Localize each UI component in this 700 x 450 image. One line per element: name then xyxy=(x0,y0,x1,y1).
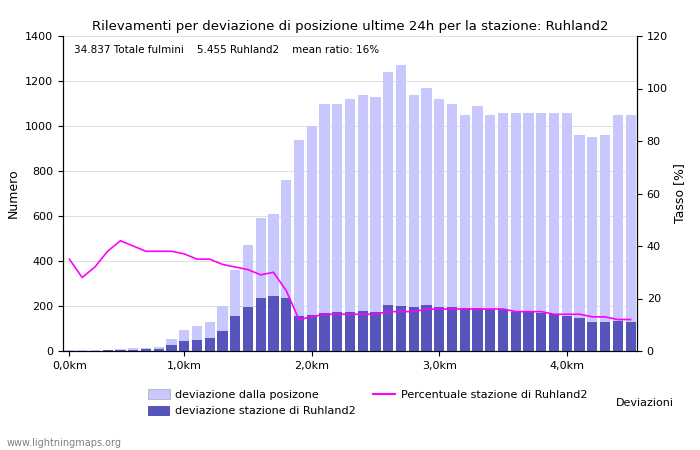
Bar xyxy=(498,310,508,351)
Title: Rilevamenti per deviazione di posizione ultime 24h per la stazione: Ruhland2: Rilevamenti per deviazione di posizione … xyxy=(92,20,608,33)
Bar xyxy=(587,322,598,351)
Bar xyxy=(561,316,572,351)
Bar xyxy=(370,311,381,351)
Bar xyxy=(268,296,279,351)
Bar xyxy=(358,310,368,351)
Bar xyxy=(434,307,444,351)
Bar xyxy=(460,308,470,351)
Bar xyxy=(332,104,342,351)
Bar xyxy=(77,350,88,351)
Bar xyxy=(116,350,125,351)
Bar xyxy=(447,104,457,351)
Bar xyxy=(243,245,253,351)
Bar xyxy=(409,94,419,351)
Bar xyxy=(332,311,342,351)
Bar xyxy=(396,306,406,351)
Bar xyxy=(141,349,151,351)
Bar xyxy=(549,314,559,351)
Bar xyxy=(307,315,317,351)
Bar xyxy=(307,126,317,351)
Text: 34.837 Totale fulmini    5.455 Ruhland2    mean ratio: 16%: 34.837 Totale fulmini 5.455 Ruhland2 mea… xyxy=(74,45,379,55)
Bar xyxy=(485,310,496,351)
Bar xyxy=(612,115,623,351)
Bar xyxy=(192,326,202,351)
Bar xyxy=(511,112,521,351)
Y-axis label: Tasso [%]: Tasso [%] xyxy=(673,163,687,224)
Bar xyxy=(549,112,559,351)
Bar xyxy=(167,339,176,351)
Bar xyxy=(217,331,228,351)
Bar xyxy=(141,347,151,351)
Bar xyxy=(536,313,547,351)
Bar xyxy=(230,270,240,351)
Bar xyxy=(230,316,240,351)
Legend: deviazione dalla posizone, deviazione stazione di Ruhland2, Percentuale stazione: deviazione dalla posizone, deviazione st… xyxy=(144,385,592,421)
Bar xyxy=(421,305,432,351)
Bar xyxy=(153,349,164,351)
Bar xyxy=(204,338,215,351)
Bar xyxy=(511,311,521,351)
Bar xyxy=(319,313,330,351)
Text: Deviazioni: Deviazioni xyxy=(616,398,674,408)
Bar xyxy=(575,135,584,351)
Bar xyxy=(358,94,368,351)
Bar xyxy=(473,106,483,351)
Bar xyxy=(281,180,291,351)
Bar xyxy=(179,329,189,351)
Bar xyxy=(485,115,496,351)
Bar xyxy=(396,65,406,351)
Bar xyxy=(421,88,432,351)
Bar xyxy=(102,350,113,351)
Bar xyxy=(90,350,100,351)
Bar xyxy=(167,346,176,351)
Bar xyxy=(460,115,470,351)
Bar xyxy=(102,350,113,351)
Bar xyxy=(128,348,139,351)
Bar xyxy=(243,307,253,351)
Bar xyxy=(192,340,202,351)
Bar xyxy=(319,104,330,351)
Bar xyxy=(116,349,125,351)
Bar xyxy=(561,112,572,351)
Bar xyxy=(498,112,508,351)
Bar xyxy=(473,308,483,351)
Bar xyxy=(204,322,215,351)
Bar xyxy=(575,319,584,351)
Bar xyxy=(294,140,304,351)
Text: www.lightningmaps.org: www.lightningmaps.org xyxy=(7,438,122,448)
Bar xyxy=(524,311,533,351)
Bar xyxy=(587,137,598,351)
Bar xyxy=(128,350,139,351)
Y-axis label: Numero: Numero xyxy=(6,169,20,218)
Bar xyxy=(179,341,189,351)
Bar xyxy=(434,99,444,351)
Bar xyxy=(626,115,636,351)
Bar xyxy=(64,350,74,351)
Bar xyxy=(256,218,266,351)
Bar xyxy=(345,311,355,351)
Bar xyxy=(536,112,547,351)
Bar xyxy=(153,346,164,351)
Bar xyxy=(256,298,266,351)
Bar xyxy=(294,316,304,351)
Bar xyxy=(447,307,457,351)
Bar xyxy=(383,72,393,351)
Bar xyxy=(217,306,228,351)
Bar xyxy=(626,322,636,351)
Bar xyxy=(281,298,291,351)
Bar xyxy=(524,112,533,351)
Bar xyxy=(383,305,393,351)
Bar xyxy=(268,214,279,351)
Bar xyxy=(600,322,610,351)
Bar xyxy=(370,97,381,351)
Bar xyxy=(409,307,419,351)
Bar xyxy=(612,320,623,351)
Bar xyxy=(600,135,610,351)
Bar xyxy=(345,99,355,351)
